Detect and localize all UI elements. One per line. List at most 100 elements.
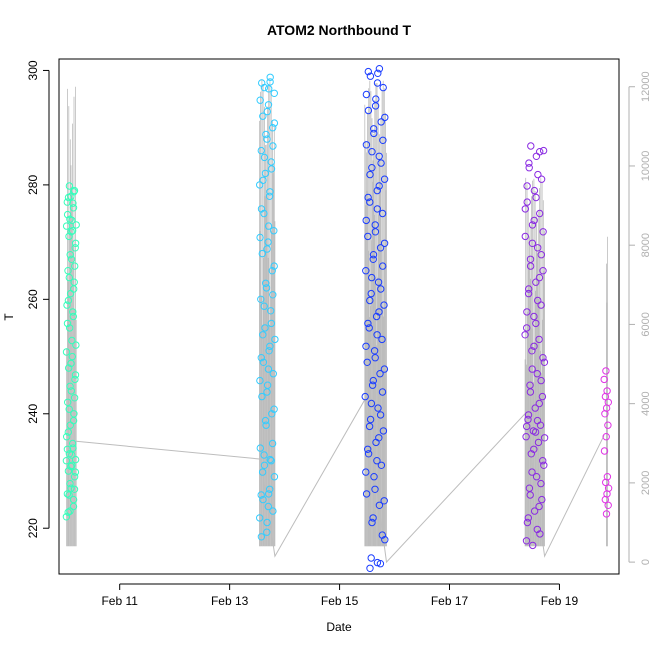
data-point bbox=[366, 198, 374, 206]
data-point bbox=[68, 352, 77, 361]
data-point bbox=[66, 479, 74, 488]
data-point bbox=[364, 445, 372, 453]
data-point bbox=[375, 65, 384, 73]
data-point bbox=[71, 371, 80, 379]
data-point bbox=[380, 301, 388, 309]
data-point bbox=[257, 354, 265, 362]
data-point bbox=[62, 457, 71, 465]
data-point bbox=[264, 238, 272, 246]
data-point bbox=[266, 73, 274, 82]
data-point bbox=[530, 186, 539, 195]
data-point bbox=[524, 415, 532, 424]
x-tick-label: Feb 19 bbox=[541, 594, 579, 608]
data-point bbox=[532, 473, 541, 481]
data-point bbox=[524, 411, 533, 419]
data-point bbox=[527, 142, 535, 150]
data-point bbox=[263, 381, 272, 389]
data-point bbox=[521, 205, 529, 213]
x-tick-label: Feb 13 bbox=[211, 594, 249, 608]
axes-layer: 220 240 260 280 300 Feb 11 Feb 13 Feb 15 Feb 17 F… bbox=[26, 60, 650, 608]
data-point bbox=[367, 554, 375, 562]
data-point bbox=[66, 215, 74, 223]
data-point bbox=[522, 433, 530, 441]
data-point bbox=[367, 289, 375, 298]
data-point bbox=[62, 222, 71, 230]
data-point bbox=[270, 119, 279, 127]
data-point bbox=[376, 370, 384, 378]
data-point bbox=[63, 445, 72, 453]
data-point bbox=[265, 347, 273, 355]
data-point bbox=[258, 468, 267, 476]
data-point bbox=[269, 370, 277, 378]
data-point bbox=[71, 262, 79, 270]
data-point bbox=[260, 209, 268, 218]
points-layer bbox=[62, 65, 613, 572]
data-point bbox=[67, 462, 75, 471]
data-point bbox=[534, 170, 542, 179]
data-point bbox=[538, 392, 547, 401]
data-point bbox=[67, 484, 75, 492]
data-point bbox=[381, 113, 389, 122]
data-point bbox=[70, 485, 79, 493]
data-point bbox=[378, 388, 387, 396]
data-point bbox=[375, 308, 383, 316]
data-point bbox=[523, 422, 531, 431]
data-point bbox=[261, 416, 270, 425]
data-point bbox=[370, 473, 378, 481]
data-point bbox=[68, 227, 77, 235]
data-point bbox=[271, 335, 279, 344]
data-point bbox=[70, 394, 79, 402]
data-point bbox=[604, 398, 612, 406]
data-point bbox=[72, 341, 80, 349]
data-point bbox=[375, 434, 383, 442]
data-point bbox=[266, 188, 274, 196]
data-point bbox=[69, 308, 77, 316]
data-point bbox=[366, 564, 374, 572]
data-point bbox=[257, 146, 265, 155]
data-point bbox=[269, 291, 277, 299]
data-point bbox=[267, 319, 275, 328]
data-point bbox=[379, 262, 387, 270]
y2-tick-label: 10000 bbox=[640, 151, 650, 182]
data-point bbox=[364, 450, 373, 458]
data-point bbox=[369, 376, 377, 385]
data-point bbox=[71, 468, 80, 476]
chart-title: ATOM2 Northbound T bbox=[267, 22, 412, 38]
data-point bbox=[65, 450, 74, 458]
data-point bbox=[265, 490, 273, 498]
y2-tick-label: 4000 bbox=[640, 391, 650, 415]
data-point bbox=[67, 228, 75, 236]
data-point bbox=[260, 302, 268, 310]
y-tick-label: 240 bbox=[26, 403, 40, 423]
data-point bbox=[368, 518, 376, 527]
data-point bbox=[539, 457, 547, 465]
data-point bbox=[539, 267, 547, 275]
data-point bbox=[270, 89, 278, 98]
data-point bbox=[532, 278, 540, 286]
data-point bbox=[267, 165, 276, 173]
data-point bbox=[370, 129, 378, 138]
data-point bbox=[363, 358, 371, 366]
data-point bbox=[536, 209, 544, 218]
data-point bbox=[364, 232, 372, 241]
data-point bbox=[69, 439, 77, 448]
data-point bbox=[65, 182, 74, 190]
data-point bbox=[539, 354, 547, 362]
data-point bbox=[258, 249, 266, 258]
data-point bbox=[538, 495, 546, 504]
data-point bbox=[67, 387, 76, 395]
data-point bbox=[528, 365, 536, 373]
data-point bbox=[70, 473, 79, 481]
data-point bbox=[269, 142, 277, 150]
data-point bbox=[373, 457, 381, 465]
data-point bbox=[537, 479, 545, 488]
data-point bbox=[530, 216, 538, 225]
data-point bbox=[379, 83, 387, 92]
data-point bbox=[523, 308, 531, 316]
data-point bbox=[65, 232, 73, 241]
data-point bbox=[522, 537, 531, 545]
data-point bbox=[263, 245, 271, 253]
data-point bbox=[535, 502, 543, 511]
data-point bbox=[368, 164, 376, 172]
